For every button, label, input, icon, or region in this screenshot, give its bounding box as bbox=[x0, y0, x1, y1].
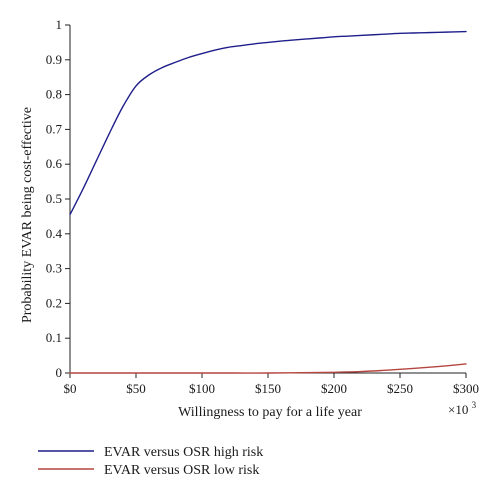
x-tick-label: $100 bbox=[189, 381, 215, 396]
legend: EVAR versus OSR high risk EVAR versus OS… bbox=[38, 445, 263, 478]
y-tick-label: 0.3 bbox=[46, 261, 62, 276]
y-tick-label: 0.1 bbox=[46, 330, 62, 345]
y-tick-label: 0 bbox=[56, 365, 63, 380]
series-layer bbox=[69, 30, 467, 374]
x-tick-label: $50 bbox=[126, 381, 146, 396]
x-axis-multiplier-exponent: 3 bbox=[472, 400, 477, 410]
y-tick-label: 0.7 bbox=[46, 121, 63, 136]
x-tick-label: $300 bbox=[453, 381, 479, 396]
x-axis-ticks: $0 $50 $100 $150 $200 $250 $300 bbox=[64, 373, 479, 396]
x-tick-label: $150 bbox=[255, 381, 281, 396]
y-tick-label: 0.4 bbox=[46, 226, 63, 241]
y-tick-label: 0.6 bbox=[46, 156, 63, 171]
y-axis-title: Probability EVAR being cost-effective bbox=[20, 107, 35, 323]
x-tick-label: $250 bbox=[387, 381, 413, 396]
x-axis-multiplier-base: ×10 bbox=[448, 402, 468, 417]
y-tick-label: 0.2 bbox=[46, 295, 62, 310]
legend-label-high-risk: EVAR versus OSR high risk bbox=[104, 445, 263, 460]
x-axis-title: Willingness to pay for a life year bbox=[178, 405, 362, 420]
x-axis-multiplier: ×10 3 bbox=[448, 400, 477, 417]
y-axis-ticks: 0 0.1 0.2 0.3 0.4 0.5 0.6 0.7 0.8 0.9 1 bbox=[46, 17, 70, 380]
series-line-low-risk bbox=[69, 363, 467, 374]
y-tick-label: 0.5 bbox=[46, 191, 62, 206]
legend-label-low-risk: EVAR versus OSR low risk bbox=[104, 463, 259, 478]
series-line-high-risk bbox=[69, 30, 467, 216]
y-tick-label: 0.8 bbox=[46, 87, 62, 102]
y-tick-label: 1 bbox=[56, 17, 63, 32]
y-tick-label: 0.9 bbox=[46, 52, 62, 67]
x-tick-label: $200 bbox=[321, 381, 347, 396]
x-tick-label: $0 bbox=[64, 381, 77, 396]
plot-area bbox=[69, 25, 466, 374]
